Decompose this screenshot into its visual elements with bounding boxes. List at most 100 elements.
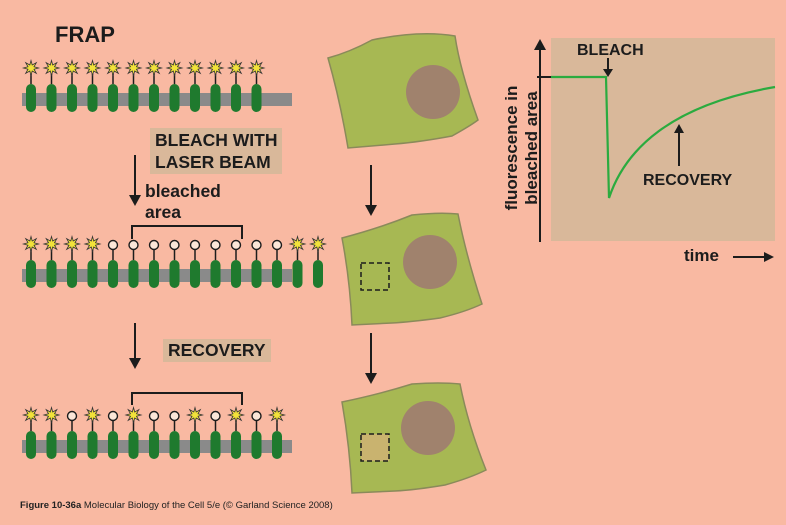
fluorophore-icon [124,405,143,425]
membrane-row-initial [21,58,292,112]
fluorescent-protein [308,234,328,288]
graph-recovery-label: RECOVERY [643,172,733,189]
fluorophore-icon [42,58,61,78]
protein-body [149,84,159,112]
fluorescent-protein [42,405,61,459]
bleached-area-label-line2: area [145,202,182,222]
fluorophore-icon [247,58,266,78]
protein-body [87,84,98,112]
membrane-row-recovered [21,405,292,459]
bleached-protein [107,410,119,459]
cell-bleached [341,212,483,326]
fluorescent-protein [267,405,287,459]
bleach-laser-label-line2: LASER BEAM [155,152,271,172]
bleached-protein [148,410,160,459]
bleached-fluorophore-icon [210,239,221,251]
cell-before [327,33,479,149]
fluorescent-protein [62,58,82,112]
fluorophore-icon [83,234,102,254]
graph-background [551,38,775,241]
recovered-region [360,433,390,462]
protein-body [272,431,282,459]
fluorescent-protein [226,405,246,459]
protein-body [272,260,282,288]
bleached-fluorophore-icon [148,410,160,422]
protein-body [231,84,241,112]
fluorescent-protein [42,234,61,288]
protein-body [87,431,98,459]
fluorescent-protein [83,405,102,459]
fluorophore-icon [288,234,307,254]
fluorescent-protein [21,405,41,459]
protein-body [190,84,200,112]
protein-body [67,260,77,288]
fluorescent-protein [62,234,82,288]
protein-body [108,84,118,112]
protein-body [46,84,57,112]
bleached-fluorophore-icon [148,239,160,251]
page-title: FRAP [55,22,115,47]
protein-body [149,260,159,288]
protein-body [251,84,262,112]
fluorescence-graph: fluorescence in bleached area [502,38,776,262]
fluorescent-protein [247,58,266,112]
fluorescent-protein [21,234,41,288]
fluorescent-protein [165,58,184,112]
bleached-protein [210,239,221,288]
protein-body [313,260,323,288]
fluorophore-icon [226,58,246,78]
protein-body [87,260,98,288]
fluorophore-icon [206,58,225,78]
bleached-fluorophore-icon [230,239,242,251]
protein-body [128,260,139,288]
fluorescent-protein [144,58,164,112]
bleached-fluorophore-icon [189,239,201,251]
bleached-protein [66,410,78,459]
protein-body [108,431,118,459]
bleached-protein [271,239,283,288]
protein-body [210,431,221,459]
protein-body [26,431,36,459]
bleached-protein [230,239,242,288]
fluorescent-protein [206,58,225,112]
bleached-area-bracket [131,225,243,239]
protein-body [169,431,180,459]
bleached-area-label: bleached area [145,181,221,223]
fluorescent-protein [103,58,123,112]
bleached-fluorophore-icon [251,410,262,422]
bleached-protein [148,239,160,288]
protein-body [128,84,139,112]
protein-body [169,260,180,288]
bleach-arrow [603,58,613,77]
bleached-protein [251,410,262,459]
time-arrow [733,252,774,262]
fluorophore-icon [226,405,246,425]
cell-recovered [341,382,487,494]
nucleus [403,235,457,289]
protein-body [251,431,262,459]
protein-body [292,260,303,288]
protein-body [169,84,180,112]
fluorescent-protein [124,58,143,112]
membrane-row-bleached [21,234,328,288]
fluorophore-icon [42,405,61,425]
y-axis-label-line1: fluorescence in [502,86,521,211]
protein-body [67,431,77,459]
fluorescent-protein [21,58,41,112]
protein-body [231,431,241,459]
bleached-region [360,262,390,291]
bleached-fluorophore-icon [271,239,283,251]
bleached-fluorophore-icon [66,410,78,422]
fluorescent-protein [288,234,307,288]
fluorophore-icon [124,58,143,78]
fluorophore-icon [308,234,328,254]
bleached-protein [128,239,139,288]
fluorophore-icon [62,58,82,78]
graph-bleach-label: BLEACH [577,42,644,59]
protein-body [190,260,200,288]
protein-body [128,431,139,459]
fluorophore-icon [144,58,164,78]
recovery-step-label: RECOVERY [163,339,271,362]
protein-body [46,260,57,288]
